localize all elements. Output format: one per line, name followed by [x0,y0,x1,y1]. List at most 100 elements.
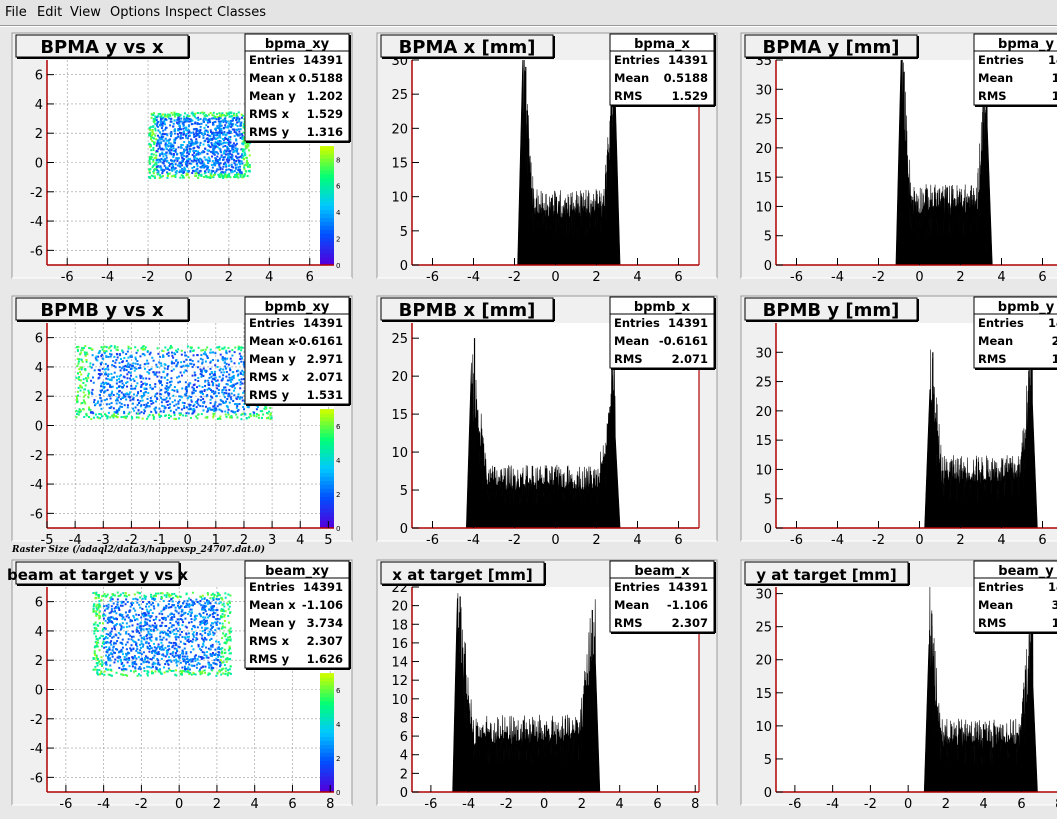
y-tick-label: 25 [391,88,408,103]
scatter-point [169,613,172,616]
scatter-point [212,392,215,395]
palette-cell [320,764,334,769]
scatter-point [233,162,236,165]
palette-cell [320,253,334,258]
scatter-point [220,655,223,658]
scatter-point [116,399,119,402]
scatter-point [228,672,231,675]
scatter-point [197,153,200,156]
scatter-point [190,138,193,141]
scatter-point [155,119,158,122]
scatter-point [239,383,242,386]
palette-cell [320,480,334,485]
scatter-point [128,594,131,597]
y-tick-label: 0 [35,684,43,699]
menu-edit[interactable]: Edit [37,5,63,20]
scatter-point [87,372,90,375]
scatter-point [223,174,226,177]
palette-cell [320,472,334,477]
scatter-point [177,157,180,160]
scatter-point [110,353,113,356]
x-tick-label: 4 [616,797,624,812]
scatter-point [207,113,210,116]
scatter-point [149,126,152,129]
scatter-point [248,416,251,419]
palette-cell [320,261,334,266]
scatter-point [214,392,217,395]
scatter-point [222,374,225,377]
scatter-point [184,120,187,123]
scatter-point [185,128,188,131]
menu-file[interactable]: File [5,5,27,20]
y-tick-label: 20 [755,405,772,420]
scatter-point [211,608,214,611]
scatter-point [140,629,143,632]
scatter-point [231,371,234,374]
scatter-point [157,165,160,168]
menu-classes[interactable]: Classes [217,5,266,20]
scatter-point [102,385,105,388]
scatter-point [120,416,123,419]
menu-view[interactable]: View [70,5,101,20]
scatter-point [154,597,157,600]
scatter-point [122,626,125,629]
scatter-point [170,617,173,620]
scatter-point [187,671,190,674]
scatter-point [192,131,195,134]
scatter-point [93,404,96,407]
scatter-point [173,592,176,595]
scatter-point [193,170,196,173]
scatter-point [174,669,177,672]
scatter-point [95,607,98,610]
scatter-point [207,387,210,390]
scatter-point [107,603,110,606]
scatter-point [155,116,158,119]
scatter-point [116,640,119,643]
scatter-point [178,120,181,123]
scatter-point [153,121,156,124]
scatter-point [221,171,224,174]
scatter-point [197,174,200,177]
x-tick-label: 0 [551,270,559,285]
menu-inspect[interactable]: Inspect [165,5,213,20]
scatter-point [88,415,91,418]
palette-cell [320,456,334,462]
scatter-point [238,168,241,171]
scatter-point [240,160,243,163]
scatter-point [113,625,116,628]
scatter-point [157,592,160,595]
scatter-point [139,596,142,599]
scatter-point [121,361,124,364]
scatter-point [235,114,238,117]
scatter-point [165,594,168,597]
scatter-point [157,352,160,355]
scatter-point [200,166,203,169]
y-tick-label: 10 [391,446,408,461]
scatter-point [120,357,123,360]
scatter-point [155,144,158,147]
scatter-point [132,607,135,610]
scatter-point [220,129,223,132]
scatter-point [213,404,216,407]
scatter-point [208,615,211,618]
scatter-point [203,629,206,632]
scatter-point [161,113,164,116]
scatter-point [206,388,209,391]
scatter-point [218,622,221,625]
scatter-point [113,415,116,418]
scatter-point [94,665,97,668]
scatter-point [228,373,231,376]
scatter-point [223,619,226,622]
scatter-point [190,658,193,661]
menu-options[interactable]: Options [110,5,161,20]
scatter-point [208,639,211,642]
scatter-point [123,594,126,597]
scatter-point [171,646,174,649]
scatter-point [134,660,137,663]
scatter-point [144,406,147,409]
scatter-point [191,412,194,415]
scatter-point [99,605,102,608]
scatter-point [229,378,232,381]
scatter-point [216,620,219,623]
